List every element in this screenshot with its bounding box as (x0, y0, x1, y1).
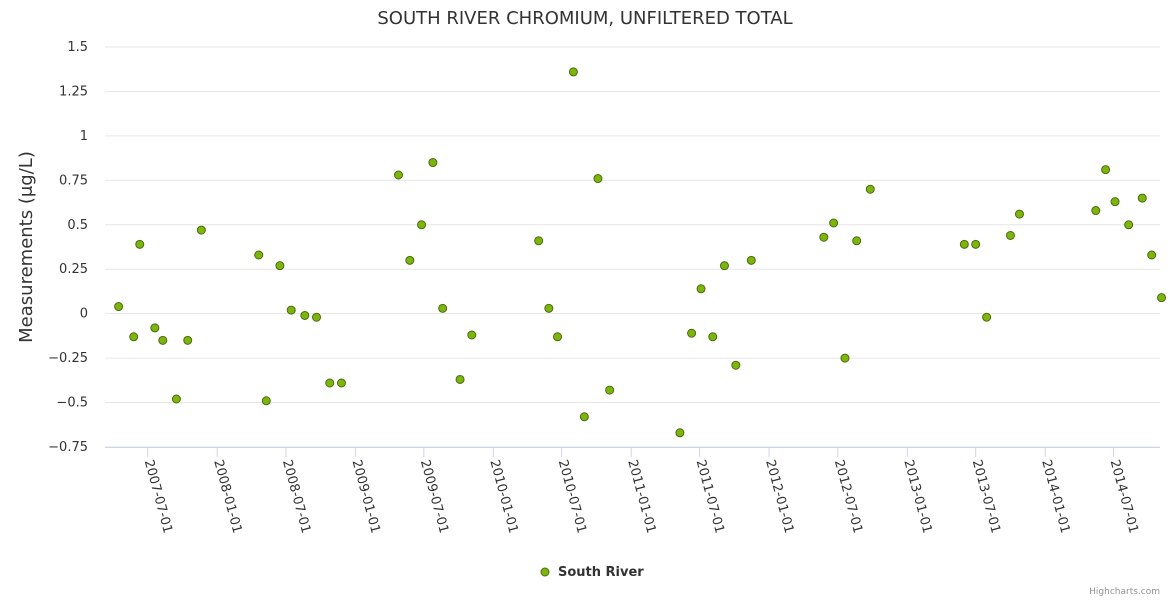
x-tick-label: 2009-07-01 (417, 458, 451, 535)
data-point[interactable] (254, 250, 264, 260)
data-point[interactable] (455, 374, 465, 384)
x-tick-label: 2008-01-01 (210, 458, 244, 535)
data-point[interactable] (325, 378, 335, 388)
legend-marker (540, 567, 550, 577)
data-point[interactable] (675, 428, 685, 438)
data-point[interactable] (150, 323, 160, 333)
data-point[interactable] (1124, 220, 1134, 230)
x-tick-label: 2011-07-01 (693, 458, 727, 535)
data-point[interactable] (417, 220, 427, 230)
data-point[interactable] (196, 225, 206, 235)
data-point[interactable] (336, 378, 346, 388)
data-point[interactable] (1147, 250, 1157, 260)
data-point[interactable] (553, 332, 563, 342)
y-tick-label: 1 (80, 129, 88, 144)
data-point[interactable] (405, 255, 415, 265)
data-point[interactable] (467, 330, 477, 340)
legend-label[interactable]: South River (558, 565, 644, 580)
data-point[interactable] (261, 396, 271, 406)
data-point[interactable] (840, 353, 850, 363)
data-point[interactable] (687, 328, 697, 338)
x-tick-label: 2007-07-01 (141, 458, 175, 535)
data-point[interactable] (1005, 230, 1015, 240)
data-point[interactable] (819, 232, 829, 242)
data-point[interactable] (438, 303, 448, 313)
data-point[interactable] (275, 261, 285, 271)
data-point[interactable] (829, 218, 839, 228)
x-tick-label: 2014-07-01 (1107, 458, 1141, 535)
data-point[interactable] (114, 302, 124, 312)
data-point[interactable] (1101, 165, 1111, 175)
x-tick-label: 2010-01-01 (486, 458, 520, 535)
y-tick-label: −0.75 (48, 440, 88, 455)
data-point[interactable] (183, 335, 193, 345)
data-point[interactable] (1110, 197, 1120, 207)
x-tick-label: 2009-01-01 (349, 458, 383, 535)
data-point[interactable] (568, 67, 578, 77)
data-point[interactable] (1014, 209, 1024, 219)
data-point[interactable] (959, 239, 969, 249)
data-point[interactable] (135, 239, 145, 249)
data-point[interactable] (300, 310, 310, 320)
data-point[interactable] (971, 239, 981, 249)
credits-link[interactable]: Highcharts.com (1089, 587, 1160, 597)
data-point[interactable] (1091, 206, 1101, 216)
chart-title: SOUTH RIVER CHROMIUM, UNFILTERED TOTAL (377, 8, 792, 29)
data-point[interactable] (1157, 293, 1167, 303)
data-point[interactable] (428, 158, 438, 168)
data-point[interactable] (746, 255, 756, 265)
data-point[interactable] (731, 360, 741, 370)
x-tick-label: 2011-01-01 (624, 458, 658, 535)
y-tick-label: 0.5 (67, 218, 88, 233)
x-tick-label: 2012-01-01 (762, 458, 796, 535)
y-tick-label: −0.5 (56, 396, 88, 411)
x-tick-label: 2013-01-01 (900, 458, 934, 535)
x-tick-label: 2010-07-01 (555, 458, 589, 535)
y-tick-label: −0.25 (48, 351, 88, 366)
data-point[interactable] (544, 303, 554, 313)
x-tick-label: 2013-07-01 (969, 458, 1003, 535)
y-tick-label: 1.25 (59, 84, 88, 99)
series-south-river[interactable] (114, 67, 1167, 438)
data-point[interactable] (1137, 193, 1147, 203)
data-point[interactable] (865, 184, 875, 194)
x-axis: 2007-07-01 2008-01-01 2008-07-01 2009-01-01… (105, 447, 1160, 535)
y-axis-ticks: 1.5 1.25 1 0.75 0.5 0.25 0 −0.25 −0.5 −0.75 (48, 40, 88, 455)
y-tick-label: 0 (80, 307, 88, 322)
data-point[interactable] (534, 236, 544, 246)
x-tick-label: 2014-01-01 (1038, 458, 1072, 535)
data-point[interactable] (852, 236, 862, 246)
data-point[interactable] (593, 174, 603, 184)
data-point[interactable] (696, 284, 706, 294)
y-axis-label: Measurements (μg/L) (16, 151, 37, 343)
data-point[interactable] (579, 412, 589, 422)
data-point[interactable] (312, 312, 322, 322)
data-point[interactable] (129, 332, 139, 342)
grid-lines (105, 46, 1160, 448)
y-tick-label: 0.75 (59, 173, 88, 188)
data-point[interactable] (719, 261, 729, 271)
x-tick-label: 2012-07-01 (831, 458, 865, 535)
x-tick-label: 2008-07-01 (279, 458, 313, 535)
data-point[interactable] (605, 385, 615, 395)
data-point[interactable] (171, 394, 181, 404)
data-point[interactable] (158, 335, 168, 345)
data-point[interactable] (286, 305, 296, 315)
y-tick-label: 1.5 (67, 40, 88, 55)
data-point[interactable] (982, 312, 992, 322)
legend[interactable]: South River (540, 565, 644, 580)
data-point[interactable] (393, 170, 403, 180)
data-point[interactable] (708, 332, 718, 342)
y-tick-label: 0.25 (59, 262, 88, 277)
